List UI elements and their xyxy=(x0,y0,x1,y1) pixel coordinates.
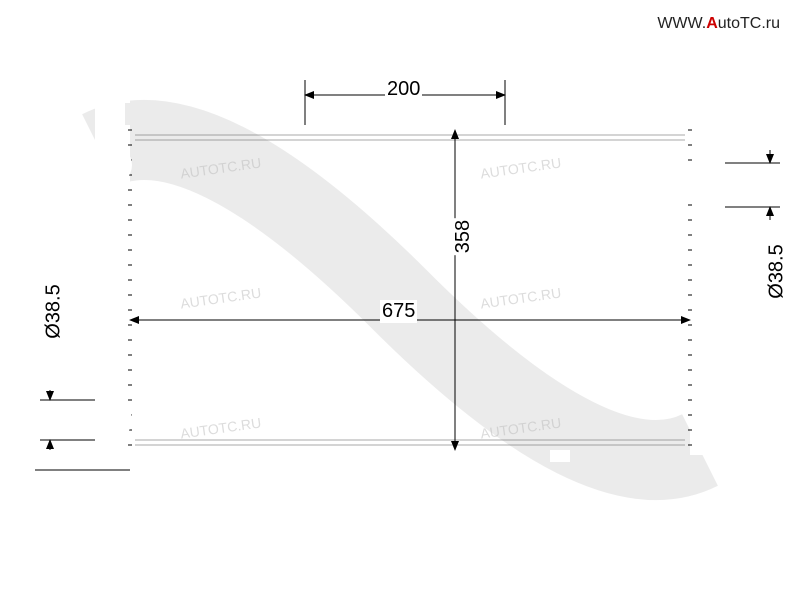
dim-right-dia xyxy=(725,150,780,220)
dim-label-right-dia: Ø38.5 xyxy=(766,242,789,300)
left-tank xyxy=(60,95,132,455)
top-brackets xyxy=(295,118,515,130)
dim-label-left-dia: Ø38.5 xyxy=(43,282,66,340)
url-prefix: WWW. xyxy=(657,15,706,32)
right-tank xyxy=(685,125,729,455)
dim-left-dia xyxy=(40,390,95,450)
dim-label-358: 358 xyxy=(452,218,475,255)
dim-label-675: 675 xyxy=(380,300,417,323)
dim-label-200: 200 xyxy=(385,78,422,101)
url-rest: utoTC.ru xyxy=(718,15,780,32)
url-a: A xyxy=(706,15,718,32)
site-url: WWW.AutoTC.ru xyxy=(657,15,780,33)
